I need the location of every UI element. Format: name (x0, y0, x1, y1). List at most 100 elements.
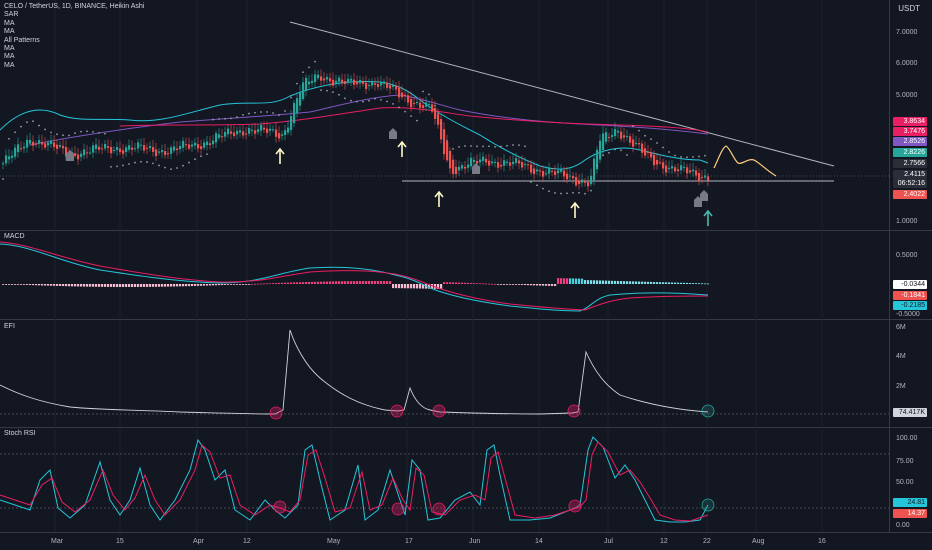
macd-bar (431, 284, 434, 289)
sar-dot (116, 165, 118, 168)
macd-bar (248, 284, 251, 285)
macd-bar (323, 281, 326, 284)
macd-bar (380, 281, 383, 284)
candle-body (674, 167, 677, 172)
macd-bar (230, 284, 233, 285)
candle-body (422, 105, 425, 108)
candle-body (314, 74, 317, 82)
macd-bar (134, 284, 137, 287)
stoch-pane-label[interactable]: Stoch RSI (4, 430, 36, 437)
macd-bar (542, 284, 545, 286)
candle-body (362, 81, 365, 84)
indicator-label[interactable]: MA (4, 28, 15, 36)
candle-body (140, 144, 143, 146)
sar-dot (26, 121, 28, 124)
macd-bar (608, 280, 611, 284)
sar-dot (320, 89, 322, 91)
candle-body (146, 147, 149, 149)
candle-body (137, 142, 140, 149)
candle-body (611, 135, 614, 138)
macd-bar (398, 284, 401, 289)
sar-dot (590, 189, 592, 192)
efi-pane: 6M 4M 2M (0, 324, 906, 420)
indicator-label[interactable]: MA (4, 53, 15, 61)
macd-bar (515, 284, 518, 285)
macd-bar (164, 284, 167, 287)
candle-body (695, 170, 698, 176)
sar-dot (242, 114, 244, 116)
candle-body (143, 145, 146, 151)
macd-bar (461, 282, 464, 284)
macd-bar (197, 284, 200, 286)
macd-bar (47, 284, 50, 286)
pattern-labels[interactable] (66, 128, 708, 207)
candle-body (371, 81, 374, 86)
macd-bar (284, 282, 287, 284)
indicator-label[interactable]: MA (4, 19, 15, 27)
macd-bar (335, 281, 338, 284)
candle-body (419, 102, 422, 108)
macd-bar (278, 282, 281, 284)
macd-bar (689, 283, 692, 284)
macd-bar (224, 284, 227, 285)
sar-dot (350, 99, 352, 102)
candle-body (647, 151, 650, 153)
sar-dot (386, 100, 388, 103)
macd-bar (161, 284, 164, 287)
sar-dot (98, 132, 100, 134)
macd-pane: 0.5000 -0.5000 (0, 241, 920, 318)
indicator-label[interactable]: MA (4, 61, 15, 69)
indicator-label[interactable]: All Patterns (4, 36, 40, 44)
symbol-title[interactable]: CELO / TetherUS, 1D, BINANCE, Heikin Ash… (4, 3, 145, 10)
candle-body (509, 162, 512, 166)
candle-body (152, 147, 155, 152)
sar-dot (686, 156, 688, 159)
candle-body (41, 141, 44, 145)
candle-body (470, 157, 473, 167)
candle-body (356, 82, 359, 85)
sar-dot (86, 130, 88, 133)
candle-body (548, 168, 551, 174)
macd-bar (527, 284, 530, 286)
candle-body (623, 135, 626, 138)
sar-dot (158, 164, 160, 167)
macd-bar (449, 282, 452, 284)
sar-dot (14, 131, 16, 134)
indicator-label[interactable]: MA (4, 45, 15, 53)
macd-bar (158, 284, 161, 287)
efi-pane-label[interactable]: EFI (4, 323, 15, 330)
macd-bar (113, 284, 116, 287)
macd-bar (56, 284, 59, 286)
candle-body (704, 175, 707, 178)
candle-body (434, 107, 437, 119)
macd-tick: 0.5000 (896, 252, 918, 259)
stoch-d-line (0, 441, 709, 522)
candle-body (206, 141, 209, 146)
candle-body (389, 85, 392, 89)
macd-bar (407, 284, 410, 289)
sar-dot (656, 142, 658, 144)
candle-body (491, 161, 494, 164)
sar-dot (608, 151, 610, 154)
candle-body (413, 103, 416, 105)
macd-pane-label[interactable]: MACD (4, 233, 25, 240)
indicator-label[interactable]: SAR (4, 11, 19, 19)
macd-bar (71, 284, 74, 287)
candle-body (590, 175, 593, 185)
macd-bar (437, 284, 440, 289)
time-tick: 14 (535, 538, 543, 545)
candle-body (530, 164, 533, 173)
candle-body (26, 139, 29, 148)
candle-body (608, 136, 611, 138)
macd-bar (137, 284, 140, 287)
candle-body (614, 129, 617, 137)
candle-body (245, 133, 248, 135)
macd-bar (485, 283, 488, 285)
descending-trendline[interactable] (289, 21, 835, 167)
macd-bar (74, 284, 77, 287)
macd-bar (596, 280, 599, 284)
macd-bar (617, 280, 620, 284)
candle-body (428, 104, 431, 106)
macd-bar (62, 284, 65, 287)
candle-body (251, 129, 254, 131)
